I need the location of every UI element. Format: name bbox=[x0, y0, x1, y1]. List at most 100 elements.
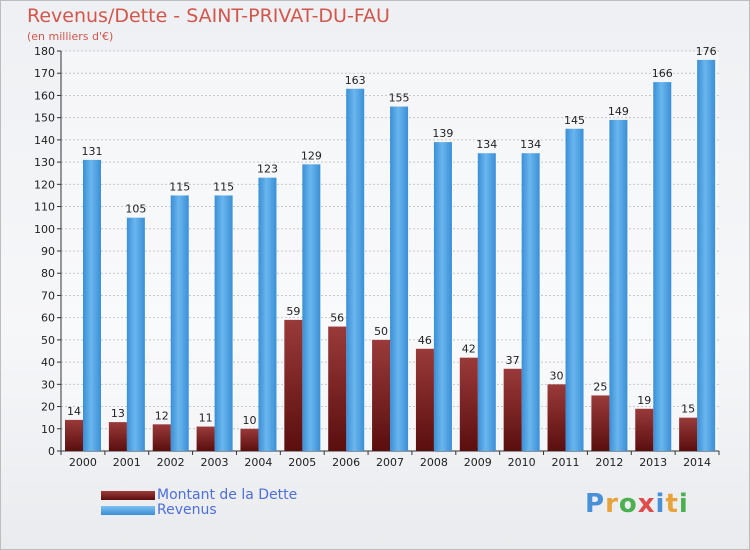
logo-letter: t bbox=[665, 489, 679, 519]
page-title: Revenus/Dette - SAINT-PRIVAT-DU-FAU bbox=[27, 5, 390, 27]
logo-letter: x bbox=[637, 489, 656, 519]
data-label-dette: 56 bbox=[330, 312, 344, 325]
y-tick-label: 80 bbox=[41, 267, 55, 280]
x-tick-label: 2002 bbox=[157, 456, 185, 469]
bar-revenus bbox=[521, 153, 540, 451]
data-label-revenus: 134 bbox=[520, 138, 541, 151]
bar-dette bbox=[635, 408, 654, 451]
y-tick-label: 140 bbox=[34, 134, 55, 147]
bar-revenus bbox=[390, 106, 409, 452]
bar-revenus bbox=[126, 217, 145, 451]
bar-revenus bbox=[83, 159, 101, 451]
bar-revenus bbox=[697, 59, 716, 452]
data-label-revenus: 105 bbox=[125, 203, 146, 216]
data-label-revenus: 163 bbox=[345, 74, 366, 87]
x-tick-label: 2001 bbox=[113, 456, 141, 469]
data-label-revenus: 115 bbox=[169, 180, 190, 193]
data-label-dette: 13 bbox=[111, 407, 125, 420]
y-tick-label: 100 bbox=[34, 223, 55, 236]
bar-dette bbox=[240, 428, 259, 451]
data-label-revenus: 123 bbox=[257, 163, 278, 176]
bar-dette bbox=[415, 348, 434, 451]
data-label-dette: 46 bbox=[418, 334, 432, 347]
data-label-dette: 11 bbox=[199, 412, 213, 425]
data-label-revenus: 155 bbox=[389, 92, 410, 105]
bar-dette bbox=[328, 326, 347, 451]
legend-label-dette: Montant de la Dette bbox=[157, 487, 298, 503]
data-label-dette: 25 bbox=[593, 380, 607, 393]
data-label-dette: 30 bbox=[550, 369, 564, 382]
data-label-revenus: 145 bbox=[564, 114, 585, 127]
x-tick-label: 2012 bbox=[595, 456, 623, 469]
logo-letter: i bbox=[655, 489, 666, 519]
y-tick-label: 10 bbox=[41, 423, 55, 436]
bar-dette bbox=[679, 417, 698, 451]
x-tick-label: 2009 bbox=[464, 456, 492, 469]
legend-swatch-dette bbox=[101, 491, 155, 500]
x-tick-label: 2010 bbox=[508, 456, 536, 469]
data-label-dette: 14 bbox=[67, 405, 81, 418]
legend-label-revenus: Revenus bbox=[157, 502, 217, 518]
bar-dette bbox=[284, 319, 303, 451]
y-tick-label: 130 bbox=[34, 156, 55, 169]
data-label-revenus: 131 bbox=[82, 145, 103, 158]
y-tick-label: 120 bbox=[34, 178, 55, 191]
data-label-revenus: 176 bbox=[696, 45, 717, 58]
y-tick-label: 180 bbox=[34, 45, 55, 58]
logo-letter: i bbox=[678, 489, 689, 519]
data-label-dette: 50 bbox=[374, 325, 388, 338]
bar-dette bbox=[152, 424, 171, 451]
x-tick-label: 2006 bbox=[332, 456, 360, 469]
y-tick-label: 110 bbox=[34, 201, 55, 214]
y-tick-label: 20 bbox=[41, 401, 55, 414]
data-label-dette: 37 bbox=[506, 354, 520, 367]
bar-dette bbox=[503, 368, 522, 451]
data-label-revenus: 129 bbox=[301, 149, 322, 162]
data-label-dette: 15 bbox=[681, 403, 695, 416]
proxiti-logo: Proxiti bbox=[585, 489, 689, 519]
bar-dette bbox=[372, 339, 391, 451]
bar-dette bbox=[196, 426, 215, 451]
y-tick-label: 90 bbox=[41, 245, 55, 258]
logo-letter: o bbox=[618, 489, 638, 519]
y-tick-label: 150 bbox=[34, 112, 55, 125]
y-tick-label: 70 bbox=[41, 289, 55, 302]
bar-revenus bbox=[433, 142, 452, 451]
y-tick-label: 30 bbox=[41, 378, 55, 391]
logo-letter: r bbox=[605, 489, 619, 519]
x-tick-label: 2008 bbox=[420, 456, 448, 469]
y-tick-label: 40 bbox=[41, 356, 55, 369]
y-tick-label: 0 bbox=[48, 445, 55, 458]
y-tick-label: 170 bbox=[34, 67, 55, 80]
bar-revenus bbox=[258, 177, 277, 451]
data-label-revenus: 166 bbox=[652, 67, 673, 80]
bar-revenus bbox=[609, 119, 628, 451]
bar-dette bbox=[65, 419, 83, 451]
data-label-dette: 42 bbox=[462, 343, 476, 356]
x-tick-label: 2014 bbox=[683, 456, 711, 469]
bar-revenus bbox=[170, 195, 189, 451]
data-label-revenus: 134 bbox=[476, 138, 497, 151]
legend-swatch-revenus bbox=[101, 506, 155, 515]
bar-revenus bbox=[477, 153, 496, 451]
data-label-dette: 10 bbox=[242, 414, 256, 427]
bar-revenus bbox=[302, 164, 321, 452]
x-tick-label: 2005 bbox=[288, 456, 316, 469]
bar-revenus bbox=[653, 82, 672, 451]
data-label-revenus: 149 bbox=[608, 105, 629, 118]
data-label-revenus: 139 bbox=[432, 127, 453, 140]
y-tick-label: 50 bbox=[41, 334, 55, 347]
bar-dette bbox=[459, 357, 478, 451]
bar-dette bbox=[108, 422, 127, 451]
bar-dette bbox=[591, 395, 610, 451]
chart-subtitle: (en milliers d'€) bbox=[27, 30, 114, 43]
x-tick-label: 2003 bbox=[201, 456, 229, 469]
data-label-revenus: 115 bbox=[213, 180, 234, 193]
data-label-dette: 59 bbox=[286, 305, 300, 318]
x-tick-label: 2004 bbox=[244, 456, 272, 469]
data-label-dette: 19 bbox=[637, 394, 651, 407]
bar-revenus bbox=[346, 88, 365, 452]
logo-letter: P bbox=[585, 489, 606, 519]
